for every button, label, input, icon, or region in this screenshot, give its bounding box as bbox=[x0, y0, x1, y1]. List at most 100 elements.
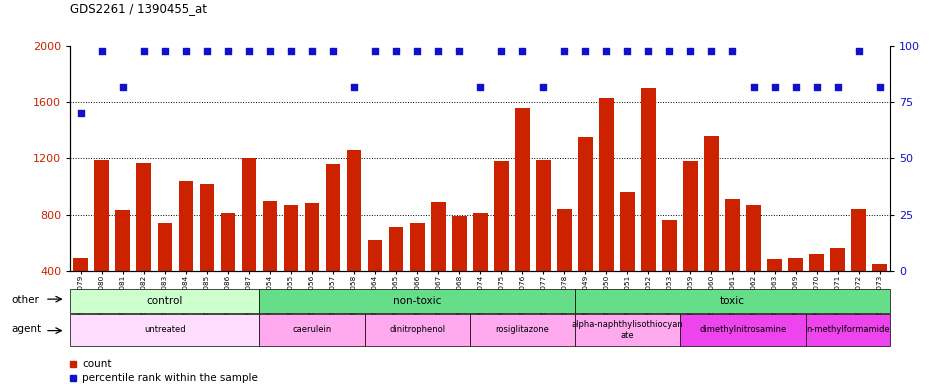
Text: percentile rank within the sample: percentile rank within the sample bbox=[81, 373, 257, 383]
Point bbox=[661, 48, 676, 54]
Bar bbox=[680, 314, 805, 346]
Bar bbox=[409, 223, 424, 327]
Bar bbox=[259, 289, 574, 313]
Point bbox=[514, 48, 529, 54]
Point bbox=[262, 48, 277, 54]
Text: non-toxic: non-toxic bbox=[392, 296, 441, 306]
Point bbox=[95, 48, 110, 54]
Text: dimethylnitrosamine: dimethylnitrosamine bbox=[698, 325, 786, 334]
Bar bbox=[179, 181, 193, 327]
Point bbox=[829, 83, 844, 89]
Bar bbox=[578, 137, 592, 327]
Point bbox=[745, 83, 760, 89]
Bar bbox=[767, 260, 781, 327]
Bar bbox=[515, 108, 529, 327]
Text: agent: agent bbox=[11, 324, 41, 334]
Bar bbox=[598, 98, 613, 327]
Bar bbox=[787, 258, 802, 327]
Text: untreated: untreated bbox=[144, 325, 185, 334]
Point bbox=[199, 48, 214, 54]
Bar bbox=[535, 160, 550, 327]
Bar bbox=[73, 258, 88, 327]
Point bbox=[73, 111, 88, 117]
Bar bbox=[346, 150, 361, 327]
Bar bbox=[724, 199, 739, 327]
Point bbox=[388, 48, 403, 54]
Point bbox=[493, 48, 508, 54]
Point bbox=[137, 48, 152, 54]
Text: GDS2261 / 1390455_at: GDS2261 / 1390455_at bbox=[70, 2, 207, 15]
Point bbox=[578, 48, 592, 54]
Point bbox=[451, 48, 466, 54]
Point bbox=[850, 48, 865, 54]
Bar bbox=[115, 210, 130, 327]
Text: dinitrophenol: dinitrophenol bbox=[388, 325, 445, 334]
Bar bbox=[367, 240, 382, 327]
Text: caerulein: caerulein bbox=[292, 325, 331, 334]
Bar bbox=[137, 162, 151, 327]
Bar bbox=[805, 314, 889, 346]
Bar bbox=[262, 200, 277, 327]
Bar bbox=[326, 164, 340, 327]
Point bbox=[598, 48, 613, 54]
Bar bbox=[469, 314, 574, 346]
Bar bbox=[95, 160, 110, 327]
Point bbox=[682, 48, 697, 54]
Bar bbox=[620, 192, 634, 327]
Bar bbox=[70, 289, 259, 313]
Point bbox=[620, 48, 635, 54]
Point bbox=[346, 83, 361, 89]
Bar bbox=[493, 161, 508, 327]
Point bbox=[220, 48, 235, 54]
Point bbox=[724, 48, 739, 54]
Point bbox=[640, 48, 655, 54]
Bar bbox=[556, 209, 571, 327]
Bar bbox=[199, 184, 214, 327]
Point bbox=[284, 48, 299, 54]
Point bbox=[703, 48, 718, 54]
Point bbox=[556, 48, 571, 54]
Bar bbox=[703, 136, 718, 327]
Text: n-methylformamide: n-methylformamide bbox=[806, 325, 889, 334]
Text: other: other bbox=[11, 295, 39, 305]
Point bbox=[787, 83, 802, 89]
Bar bbox=[574, 289, 889, 313]
Bar bbox=[157, 223, 172, 327]
Bar bbox=[284, 205, 298, 327]
Point bbox=[871, 83, 886, 89]
Bar bbox=[364, 314, 469, 346]
Point bbox=[241, 48, 256, 54]
Bar bbox=[682, 161, 697, 327]
Text: count: count bbox=[81, 359, 111, 369]
Bar bbox=[809, 254, 823, 327]
Bar bbox=[871, 264, 886, 327]
Text: toxic: toxic bbox=[719, 296, 744, 306]
Bar bbox=[574, 314, 680, 346]
Point bbox=[767, 83, 782, 89]
Point bbox=[535, 83, 550, 89]
Bar bbox=[745, 205, 760, 327]
Bar bbox=[662, 220, 676, 327]
Point bbox=[367, 48, 382, 54]
Point bbox=[808, 83, 823, 89]
Bar bbox=[473, 213, 487, 327]
Bar bbox=[388, 227, 403, 327]
Text: alpha-naphthylisothiocyan
ate: alpha-naphthylisothiocyan ate bbox=[571, 320, 682, 339]
Bar bbox=[259, 314, 364, 346]
Point bbox=[304, 48, 319, 54]
Point bbox=[325, 48, 340, 54]
Text: rosiglitazone: rosiglitazone bbox=[495, 325, 548, 334]
Bar bbox=[241, 159, 256, 327]
Bar bbox=[640, 88, 655, 327]
Point bbox=[431, 48, 446, 54]
Bar bbox=[70, 314, 259, 346]
Point bbox=[157, 48, 172, 54]
Text: control: control bbox=[147, 296, 183, 306]
Bar bbox=[850, 209, 865, 327]
Point bbox=[178, 48, 193, 54]
Point bbox=[472, 83, 487, 89]
Bar bbox=[829, 248, 844, 327]
Bar bbox=[304, 204, 319, 327]
Point bbox=[409, 48, 424, 54]
Bar bbox=[451, 216, 466, 327]
